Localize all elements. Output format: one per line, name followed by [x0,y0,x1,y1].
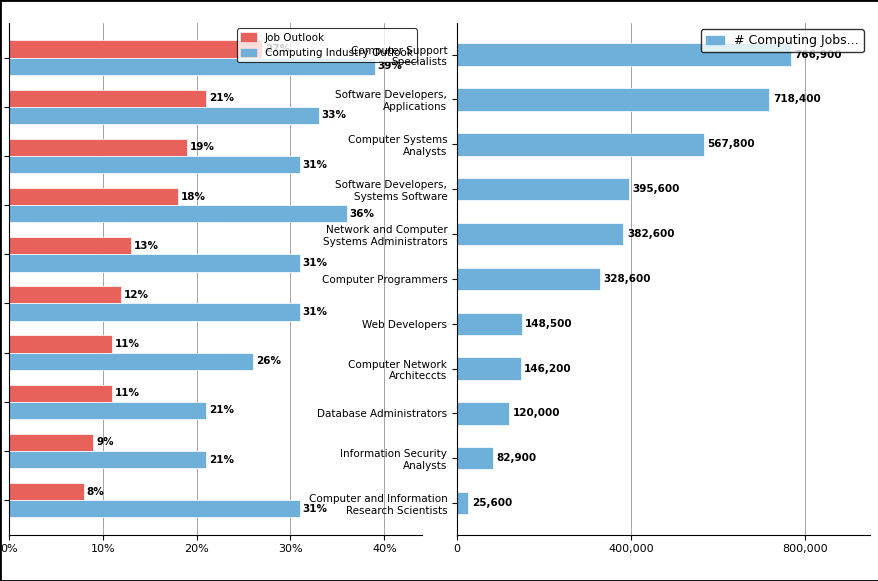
Bar [9,237,131,254]
Text: 25,600: 25,600 [471,498,511,508]
Bar [9,205,347,223]
Text: 567,800: 567,800 [707,139,754,149]
Bar [457,313,521,335]
Bar [457,223,623,245]
Legend: Job Outlook, Computing Industry Outlook: Job Outlook, Computing Industry Outlook [236,28,416,62]
Text: 82,900: 82,900 [496,453,536,463]
Text: 146,200: 146,200 [523,364,571,374]
Bar [9,41,262,58]
Bar [9,286,121,303]
Text: 39%: 39% [378,61,402,71]
Bar [457,268,600,290]
Text: 395,600: 395,600 [632,184,680,194]
Bar [457,447,493,469]
Text: 18%: 18% [180,192,205,202]
Text: 148,500: 148,500 [524,319,572,329]
Text: 31%: 31% [302,160,327,170]
Text: 12%: 12% [124,290,149,300]
Bar [457,44,789,66]
Bar [9,254,299,271]
Bar [457,88,768,111]
Text: 8%: 8% [87,486,104,497]
Bar [457,357,520,380]
Text: 718,400: 718,400 [772,95,820,105]
Text: 21%: 21% [209,406,234,415]
Text: 31%: 31% [302,307,327,317]
Text: 13%: 13% [133,241,159,250]
Bar [457,133,703,156]
Text: 21%: 21% [209,454,234,465]
Bar [457,178,629,200]
Bar [9,303,299,321]
Bar [457,492,468,514]
Bar [9,58,375,75]
Text: 382,600: 382,600 [626,229,673,239]
Text: 328,600: 328,600 [603,274,651,284]
Bar [9,434,93,451]
Text: 120,000: 120,000 [512,408,559,418]
Text: 36%: 36% [349,209,374,218]
Bar [9,89,205,107]
Bar [9,139,187,156]
Text: 26%: 26% [255,356,280,366]
Bar [9,156,299,173]
Bar [9,335,112,353]
Bar [9,483,83,500]
Legend: # Computing Jobs...: # Computing Jobs... [700,30,863,52]
Text: 27%: 27% [265,44,290,54]
Bar [9,107,318,124]
Bar [9,451,205,468]
Text: 33%: 33% [321,110,346,120]
Text: 9%: 9% [96,437,113,447]
Text: 19%: 19% [190,142,214,152]
Text: 11%: 11% [115,339,140,349]
Bar [457,402,508,425]
Text: 21%: 21% [209,93,234,103]
Bar [9,500,299,517]
Bar [9,402,205,419]
Bar [9,188,177,205]
Text: 11%: 11% [115,388,140,398]
Text: 31%: 31% [302,504,327,514]
Bar [9,385,112,402]
Text: 31%: 31% [302,258,327,268]
Bar [9,353,253,370]
Text: 766,900: 766,900 [793,49,840,60]
